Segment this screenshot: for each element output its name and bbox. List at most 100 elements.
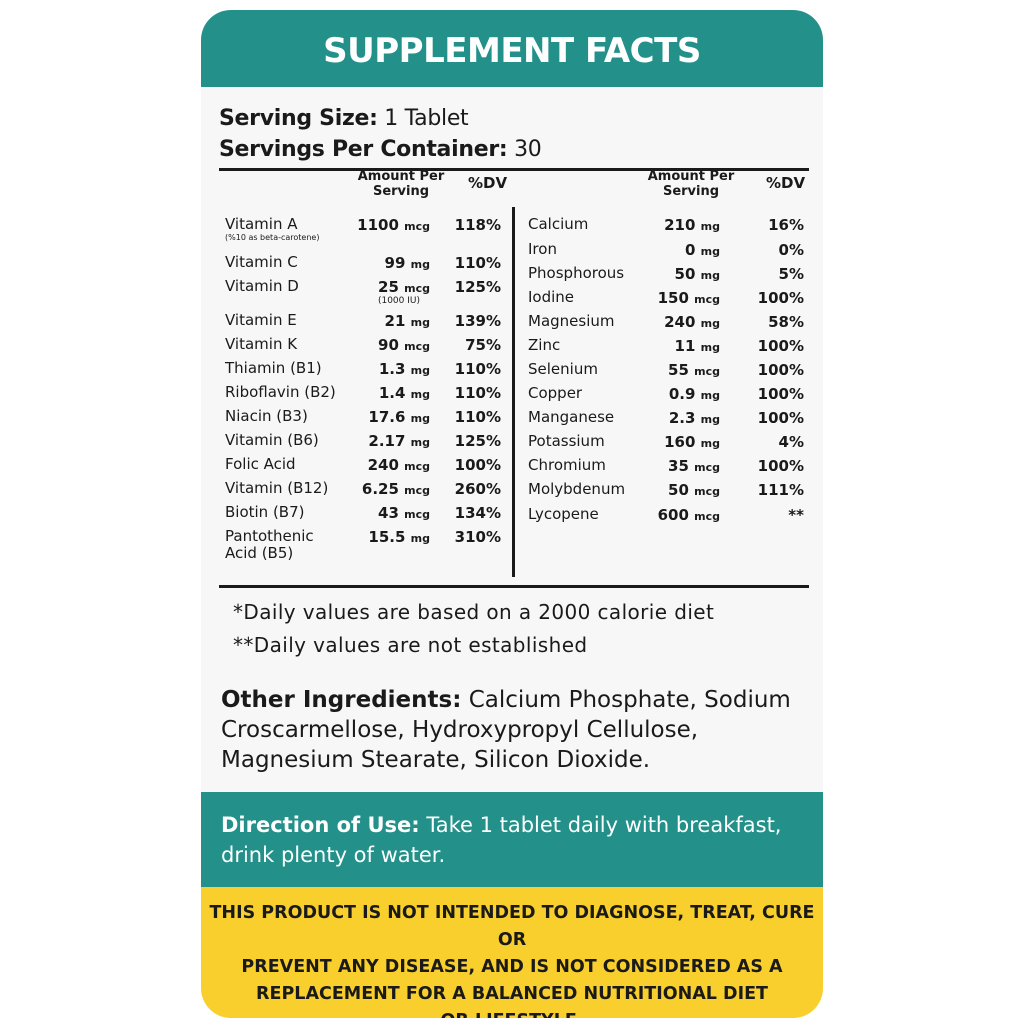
daily-value-percent: **	[788, 506, 804, 524]
daily-value-percent: 100%	[757, 457, 804, 475]
amount-value: 2.3	[668, 409, 696, 427]
nutrient-name: Vitamin (B12)	[225, 479, 329, 497]
amount-unit: mg	[700, 245, 720, 258]
nutrient-amount: 2.17 mg	[345, 432, 430, 450]
nutrient-name: Chromium	[528, 456, 606, 474]
nutrient-name: Niacin (B3)	[225, 407, 308, 425]
nutrient-amount: 1.3 mg	[345, 360, 430, 378]
table-row: Molybdenum 50 mcg 111%	[528, 481, 808, 505]
nutrient-name: Vitamin K	[225, 335, 298, 353]
nutrient-amount: 55 mcg	[638, 361, 720, 379]
table-row: Vitamin K 90 mcg 75%	[225, 336, 505, 360]
amount-value: 240	[367, 456, 399, 474]
nutrient-note: (%10 as beta-carotene)	[225, 233, 320, 242]
right-amount-header: Amount Per Serving	[639, 169, 743, 199]
table-row: Copper 0.9 mg 100%	[528, 385, 808, 409]
amount-value: 50	[674, 265, 696, 283]
disclaimer-line-3: REPLACEMENT FOR A BALANCED NUTRITIONAL D…	[256, 984, 768, 1004]
amount-unit: mg	[700, 317, 720, 330]
daily-value-percent: 110%	[454, 408, 501, 426]
table-row: Lycopene 600 mcg **	[528, 506, 808, 530]
nutrient-amount: 6.25 mcg	[345, 480, 430, 498]
table-row: Phosphorous 50 mg 5%	[528, 265, 808, 289]
table-row: Pantothenic Acid (B5) 15.5 mg 310%	[225, 527, 505, 562]
amount-unit: mcg	[404, 282, 430, 295]
amount-unit: mg	[410, 364, 430, 377]
daily-value-percent: 134%	[454, 504, 501, 522]
amount-value: 99	[384, 254, 406, 272]
amount-value: 160	[664, 433, 696, 451]
table-row: Chromium 35 mcg 100%	[528, 457, 808, 481]
amount-value: 11	[674, 337, 696, 355]
supplement-facts-card: SUPPLEMENT FACTS Serving Size: 1 Tablet …	[201, 10, 823, 1018]
direction-of-use-text-block: Direction of Use: Take 1 tablet daily wi…	[221, 810, 811, 870]
nutrient-name: Magnesium	[528, 312, 615, 330]
right-amount-header-line1: Amount Per	[647, 169, 735, 184]
servings-per-container-label: Servings Per Container:	[219, 137, 508, 162]
nutrient-amount: 240 mcg	[345, 456, 430, 474]
nutrient-name: Vitamin E	[225, 311, 297, 329]
table-row: Vitamin E 21 mg 139%	[225, 312, 505, 336]
nutrient-amount: 11 mg	[638, 337, 720, 355]
daily-value-percent: 16%	[768, 216, 804, 234]
nutrient-name: Vitamin D	[225, 277, 299, 295]
amount-value: 25	[378, 278, 399, 296]
disclaimer-line-2: PREVENT ANY DISEASE, AND IS NOT CONSIDER…	[241, 957, 783, 977]
nutrient-amount: 2.3 mg	[638, 409, 720, 427]
nutrient-name: Zinc	[528, 336, 561, 354]
table-row: Thiamin (B1) 1.3 mg 110%	[225, 360, 505, 384]
amount-unit: mcg	[404, 340, 430, 353]
direction-of-use-label: Direction of Use:	[221, 813, 420, 837]
amount-unit: mcg	[694, 365, 720, 378]
nutrient-name: Phosphorous	[528, 264, 625, 282]
daily-value-percent: 100%	[757, 361, 804, 379]
nutrient-amount: 160 mg	[638, 433, 720, 451]
amount-unit: mg	[410, 388, 430, 401]
nutrient-name: Pantothenic	[225, 527, 314, 545]
nutrient-amount: 1.4 mg	[345, 384, 430, 402]
table-row: Calcium 210 mg 16%	[528, 216, 808, 240]
amount-unit: mg	[700, 341, 720, 354]
table-row: Iodine 150 mcg 100%	[528, 289, 808, 313]
disclaimer-line-1: THIS PRODUCT IS NOT INTENDED TO DIAGNOSE…	[209, 903, 815, 950]
nutrient-name: Biotin (B7)	[225, 503, 305, 521]
nutrient-amount: 90 mcg	[345, 336, 430, 354]
amount-unit: mg	[410, 412, 430, 425]
amount-unit: mcg	[404, 220, 430, 233]
left-amount-header: Amount Per Serving	[349, 169, 453, 199]
amount-unit: mg	[700, 220, 720, 233]
table-row: Vitamin C 99 mg 110%	[225, 254, 505, 278]
amount-value: 0.9	[668, 385, 696, 403]
direction-of-use: Direction of Use: Take 1 tablet daily wi…	[201, 792, 823, 887]
amount-value: 15.5	[368, 528, 406, 546]
amount-unit: mcg	[694, 485, 720, 498]
nutrient-amount: 210 mg	[638, 216, 720, 234]
amount-unit: mg	[700, 413, 720, 426]
daily-value-percent: 110%	[454, 254, 501, 272]
daily-value-percent: 125%	[454, 432, 501, 450]
table-row: Biotin (B7) 43 mcg 134%	[225, 504, 505, 528]
amount-value: 2.17	[368, 432, 406, 450]
amount-unit: mg	[410, 316, 430, 329]
nutrient-amount: 99 mg	[345, 254, 430, 272]
amount-value: 1.4	[378, 384, 406, 402]
nutrient-amount: 50 mg	[638, 265, 720, 283]
amount-value: 21	[384, 312, 406, 330]
daily-value-percent: 0%	[778, 241, 804, 259]
amount-value: 43	[378, 504, 399, 522]
nutrient-name: Potassium	[528, 432, 605, 450]
serving-size-value: 1 Tablet	[384, 106, 469, 131]
daily-value-percent: 100%	[757, 385, 804, 403]
table-row: Vitamin (B12) 6.25 mcg 260%	[225, 480, 505, 504]
nutrient-amount: 600 mcg	[638, 506, 720, 524]
not-established-note: **Daily values are not established	[233, 633, 588, 657]
servings-per-container-value: 30	[514, 137, 542, 162]
nutrient-amount: 0 mg	[638, 241, 720, 259]
daily-value-percent: 58%	[768, 313, 804, 331]
daily-value-percent: 110%	[454, 384, 501, 402]
servings-per-container: Servings Per Container: 30	[219, 137, 542, 162]
nutrient-amount: 0.9 mg	[638, 385, 720, 403]
disclaimer-line-4: OR LIFESTYLE.	[209, 1008, 815, 1018]
other-ingredients-text: Calcium Phosphate, Sodium Croscarmellose…	[221, 687, 791, 773]
disclaimer: THIS PRODUCT IS NOT INTENDED TO DIAGNOSE…	[201, 887, 823, 1018]
